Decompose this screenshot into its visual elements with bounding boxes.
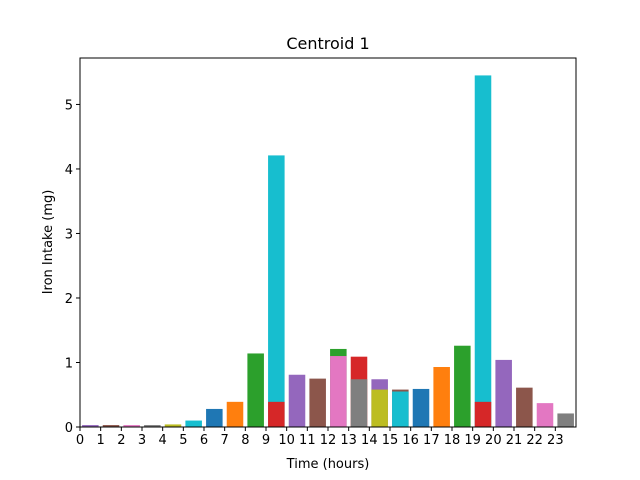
- x-tick-label: 6: [200, 433, 208, 448]
- y-tick-label: 4: [65, 163, 73, 178]
- x-tick-label: 20: [485, 433, 502, 448]
- x-tick-label: 18: [444, 433, 461, 448]
- bar-hour-0: [82, 425, 99, 427]
- x-tick-label: 10: [278, 433, 295, 448]
- x-tick-label: 13: [340, 433, 357, 448]
- bar-hour-19-overlay: [474, 401, 492, 427]
- bar-hour-19: [474, 75, 492, 427]
- bar-hour-15-overlay: [392, 391, 409, 427]
- bar-hour-20: [495, 359, 512, 427]
- y-tick-label: 0: [65, 421, 73, 436]
- x-tick-label: 4: [159, 433, 167, 448]
- chart-title: Centroid 1: [286, 34, 369, 53]
- bar-hour-9: [268, 155, 285, 428]
- bar-hour-12-overlay: [330, 356, 347, 427]
- y-tick-label: 5: [65, 98, 73, 113]
- bar-hour-21: [516, 387, 533, 427]
- bar-hour-3: [144, 425, 161, 427]
- x-tick-label: 19: [464, 433, 481, 448]
- bar-hour-13-overlay: [350, 379, 368, 427]
- x-tick-label: 9: [262, 433, 270, 448]
- bar-hour-16: [412, 388, 430, 427]
- x-tick-label: 3: [138, 433, 146, 448]
- y-axis-label: Iron Intake (mg): [41, 190, 56, 295]
- x-tick-label: 2: [117, 433, 125, 448]
- bar-hour-9-overlay: [268, 401, 285, 427]
- y-tick-label: 1: [65, 356, 73, 371]
- x-tick-label: 7: [221, 433, 229, 448]
- bar-hour-10: [288, 374, 306, 427]
- y-tick-label: 2: [65, 292, 73, 307]
- x-tick-label: 22: [526, 433, 543, 448]
- x-tick-label: 12: [320, 433, 337, 448]
- bar-hour-7: [226, 401, 244, 427]
- bar-hour-2: [123, 425, 140, 427]
- bar-hour-6: [206, 408, 223, 427]
- bar-hour-5: [185, 420, 202, 427]
- x-tick-label: 8: [241, 433, 249, 448]
- x-tick-label: 15: [382, 433, 399, 448]
- x-tick-label: 1: [97, 433, 105, 448]
- x-tick-label: 21: [506, 433, 523, 448]
- x-axis-label: Time (hours): [286, 457, 370, 472]
- x-tick-label: 23: [547, 433, 564, 448]
- x-tick-label: 14: [361, 433, 378, 448]
- bar-hour-22: [536, 403, 554, 427]
- bar-hour-14-overlay: [371, 389, 388, 427]
- x-tick-label: 0: [76, 433, 84, 448]
- bar-hour-18: [454, 345, 471, 427]
- bar-hour-8: [247, 353, 264, 427]
- x-tick-label: 16: [402, 433, 419, 448]
- bar-hour-23: [557, 413, 574, 427]
- x-tick-label: 17: [423, 433, 440, 448]
- bars-layer: [82, 75, 574, 428]
- x-tick-label: 5: [179, 433, 187, 448]
- y-tick-label: 3: [65, 227, 73, 242]
- plot-frame: [79, 57, 577, 428]
- bar-hour-1: [102, 425, 120, 427]
- ticks-layer: 0 1 2 3 4 5 6 7 8 9 10 11 12 13 14 15 16 17 18 19 20 21 22 2301…: [65, 98, 564, 448]
- bar-hour-11: [309, 378, 326, 427]
- bar-hour-4: [164, 424, 182, 427]
- bar-hour-17: [433, 367, 450, 427]
- x-tick-label: 11: [299, 433, 316, 448]
